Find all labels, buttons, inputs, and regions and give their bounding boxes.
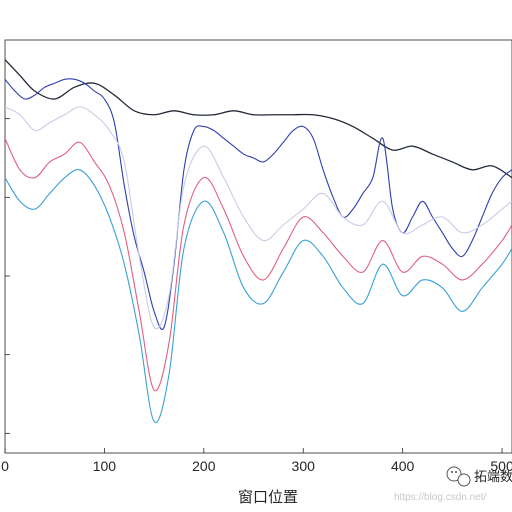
y-axis-ticks [5, 118, 10, 434]
plot-area [4, 39, 512, 454]
series-line-1 [4, 59, 512, 179]
x-axis-ticks: 0 100 200 300 400 500 [1, 448, 512, 474]
x-axis-label: 窗口位置 [238, 488, 298, 506]
x-tick-label: 0 [1, 458, 9, 474]
series-line-2 [4, 78, 512, 330]
watermark: 拓端数 https://blog.csdn.net/ [394, 466, 512, 503]
watermark-url: https://blog.csdn.net/ [394, 492, 487, 503]
x-tick-label: 100 [93, 458, 117, 474]
watermark-account-name: 拓端数 [474, 470, 512, 485]
series-line-3 [4, 106, 512, 330]
x-tick-label: 200 [192, 458, 216, 474]
x-tick-label: 300 [292, 458, 316, 474]
series-line-5 [4, 169, 512, 424]
series-line-4 [4, 138, 512, 392]
x-tick-label: 400 [391, 458, 415, 474]
x-tick-label: 500 [490, 458, 512, 474]
wechat-logo-icon [446, 466, 471, 487]
series-layer [4, 59, 512, 424]
